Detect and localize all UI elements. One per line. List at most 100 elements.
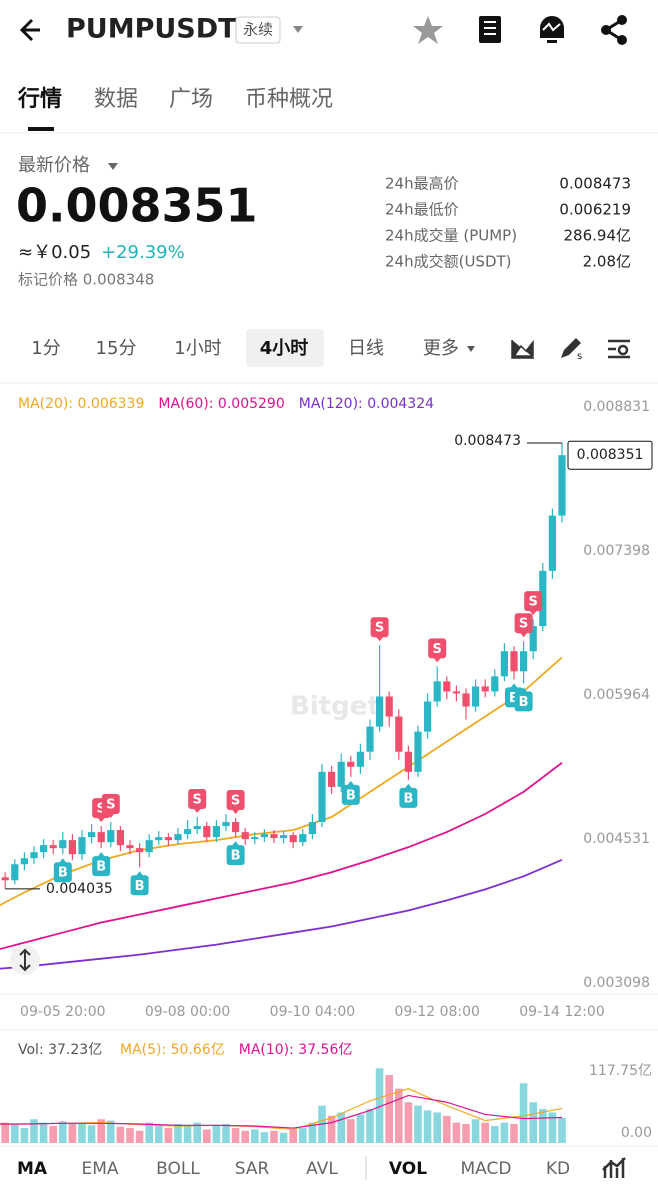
indicator-tab[interactable]: BOLL: [156, 1159, 200, 1179]
back-button[interactable]: [19, 18, 40, 42]
stat-label: 24h成交量 (PUMP): [385, 227, 517, 245]
y-tick-label: 0.008831: [583, 399, 650, 415]
interval-tab[interactable]: 日线: [348, 338, 384, 359]
candle-body: [376, 696, 384, 727]
candle-body: [481, 686, 489, 692]
signal-label: S: [519, 617, 528, 632]
interval-tab[interactable]: 15分: [96, 338, 137, 359]
price-label-dropdown[interactable]: [108, 163, 118, 170]
volume-bar: [452, 1122, 461, 1143]
scale-handle[interactable]: [10, 945, 40, 975]
candle-body: [270, 834, 278, 839]
x-tick-label: 09-05 20:00: [20, 1004, 105, 1020]
interval-tab[interactable]: 更多: [423, 338, 459, 359]
indicator-tab[interactable]: AVL: [306, 1159, 338, 1179]
ma-legend: MA(60): 0.005290: [158, 396, 284, 412]
candle-body: [40, 845, 48, 853]
volume-bar: [59, 1121, 67, 1143]
signal-pointer: [97, 852, 106, 858]
draw-icon[interactable]: s: [561, 338, 582, 362]
candle-body: [68, 840, 76, 855]
signal-label: B: [58, 866, 68, 881]
tab[interactable]: 行情: [17, 86, 62, 112]
signal-pointer: [346, 780, 355, 786]
x-tick-label: 09-12 08:00: [394, 1004, 479, 1020]
candle-body: [308, 822, 316, 835]
candle-body: [385, 696, 393, 717]
candle-body: [145, 840, 153, 853]
y-tick-label: 0.007398: [583, 543, 650, 559]
volume-bar: [97, 1119, 105, 1143]
indicator-tab[interactable]: KD: [546, 1159, 570, 1179]
stat-label: 24h最低价: [385, 201, 459, 219]
volume-bar: [375, 1068, 384, 1143]
candle-body: [136, 848, 144, 853]
tab[interactable]: 广场: [169, 87, 213, 112]
volume-bar: [1, 1122, 9, 1143]
volume-bar: [251, 1129, 259, 1143]
signal-pointer: [519, 687, 528, 693]
chart-style-icon[interactable]: [511, 339, 534, 359]
candle-body: [116, 830, 124, 846]
candle-body: [520, 651, 528, 672]
candle-body: [155, 837, 163, 841]
candle-body: [107, 830, 115, 843]
volume-bar: [308, 1122, 317, 1143]
tab[interactable]: 币种概况: [245, 87, 333, 112]
candle-body: [328, 771, 336, 787]
last-price-box: [567, 440, 653, 470]
volume-bar: [356, 1114, 365, 1143]
interval-tab[interactable]: 4小时: [260, 338, 309, 359]
volume-bar: [135, 1130, 144, 1143]
x-tick-label: 09-14 12:00: [519, 1004, 604, 1020]
candle-body: [395, 716, 403, 752]
candle-body: [164, 837, 172, 841]
indicator-settings-icon[interactable]: [602, 1157, 626, 1178]
tab-underline: [28, 127, 54, 131]
volume-bar: [337, 1112, 345, 1143]
volume-ma-line: [0, 1094, 563, 1129]
interval-tab[interactable]: 1小时: [174, 338, 221, 359]
signal-badge: [226, 845, 245, 866]
watermark: Bitget: [290, 692, 380, 722]
guide-icon[interactable]: [479, 16, 501, 43]
candle-body: [193, 826, 201, 830]
signal-badge: [92, 856, 111, 877]
favorite-icon[interactable]: [413, 16, 443, 44]
signal-pointer: [529, 610, 538, 616]
volume-bar: [471, 1119, 480, 1143]
candle-body: [500, 651, 508, 677]
volume-bar: [30, 1119, 38, 1143]
indicator-tab[interactable]: EMA: [81, 1159, 118, 1179]
candle-body: [30, 852, 38, 859]
share-icon[interactable]: [601, 15, 627, 45]
settings-icon[interactable]: [608, 339, 630, 359]
volume-bar: [366, 1109, 374, 1143]
signal-pointer: [375, 636, 384, 642]
signal-label: S: [193, 793, 202, 808]
volume-bar: [145, 1122, 153, 1143]
indicator-tab[interactable]: MACD: [461, 1159, 512, 1179]
volume-bar: [212, 1126, 221, 1143]
more-dropdown[interactable]: [467, 346, 475, 352]
interval-tab[interactable]: 1分: [31, 338, 60, 359]
signal-badge: [399, 787, 418, 808]
candle-body: [433, 681, 441, 702]
signal-label: S: [231, 794, 240, 809]
signal-label: S: [375, 621, 384, 636]
tab[interactable]: 数据: [94, 87, 138, 112]
signal-badge: [188, 789, 207, 810]
last-price: 0.008351: [16, 179, 258, 233]
indicator-tab[interactable]: SAR: [235, 1159, 270, 1179]
volume-bar: [462, 1123, 470, 1143]
indicator-tab[interactable]: VOL: [389, 1159, 427, 1179]
volume-bar: [395, 1088, 403, 1143]
symbol-dropdown[interactable]: [293, 26, 303, 33]
cny-price: ≈￥0.05: [18, 242, 91, 263]
candle-body: [232, 822, 240, 833]
alert-icon[interactable]: [540, 16, 564, 43]
stat-value: 286.94亿: [564, 227, 632, 245]
indicator-tab[interactable]: MA: [17, 1159, 48, 1179]
volume-bar: [155, 1126, 163, 1143]
